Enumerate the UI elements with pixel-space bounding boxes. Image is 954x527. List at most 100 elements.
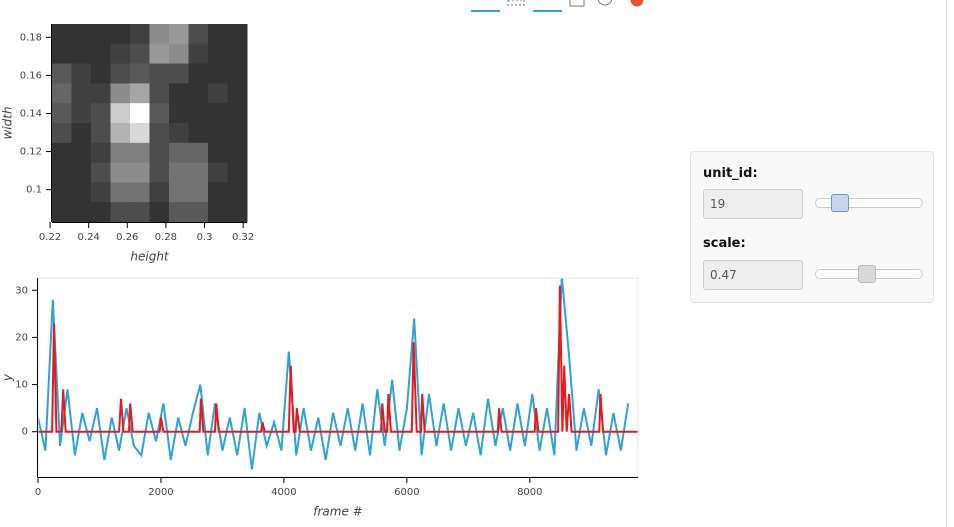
image-cell <box>130 162 150 183</box>
image-cell <box>227 24 248 45</box>
text-input[interactable]: 19 <box>703 189 803 219</box>
image-cell <box>227 162 248 183</box>
line-plot: 0 2000 4000 6000 8000 0 10 20 30 frame # y <box>1 277 639 519</box>
save-tool[interactable] <box>569 0 585 7</box>
image-plot: 0.22 0.24 0.26 0.28 0.3 0.32 0.1 0.12 0.14 0.16 0.… <box>1 24 254 264</box>
image-cell <box>130 83 150 104</box>
image-cell <box>149 63 170 84</box>
reset-tool[interactable] <box>597 0 613 6</box>
image-cell <box>227 63 248 84</box>
image-cell <box>52 162 72 183</box>
image-cell <box>188 63 209 84</box>
image-cell <box>71 43 92 65</box>
image-cell <box>71 63 92 84</box>
image-cell <box>91 63 111 84</box>
image-cell <box>188 142 209 164</box>
image-cell <box>91 202 111 223</box>
image-cell <box>169 63 189 84</box>
image-cell <box>208 24 228 45</box>
image-cell <box>52 103 72 124</box>
image-cell <box>149 182 170 203</box>
image-cell <box>110 123 131 144</box>
series-line <box>38 285 638 433</box>
image-cell <box>71 182 92 203</box>
image-cell <box>110 24 131 45</box>
image-cell <box>130 63 150 84</box>
x-tick-label: 0.32 <box>232 232 254 243</box>
image-cell <box>91 83 111 104</box>
x-tick-label: 0.24 <box>78 232 100 243</box>
image-cell <box>52 63 72 84</box>
image-cell <box>91 103 111 124</box>
x-tick-label: 6000 <box>394 487 419 498</box>
slider-handle[interactable] <box>831 194 849 212</box>
image-cell <box>188 24 209 45</box>
image-cell <box>188 43 209 65</box>
image-cell <box>169 182 189 203</box>
slider[interactable] <box>815 265 923 283</box>
image-cell <box>71 162 92 183</box>
series-line <box>38 278 630 470</box>
image-cell <box>227 182 248 203</box>
image-cell <box>169 123 189 144</box>
image-cell <box>149 123 170 144</box>
image-cell <box>227 142 248 164</box>
y-tick-label: 0.1 <box>26 185 42 196</box>
slider[interactable] <box>815 194 923 212</box>
image-cell <box>130 103 150 124</box>
x-tick-label: 4000 <box>271 487 296 498</box>
widget-panel: unit_id: 19 scale: 0.47 <box>690 151 934 303</box>
box-zoom-tool[interactable] <box>507 0 525 6</box>
y-tick-label: 0.12 <box>20 147 42 158</box>
y-tick-label: 30 <box>15 285 28 296</box>
image-cell <box>110 142 131 164</box>
image-cell <box>188 123 209 144</box>
image-cell <box>110 182 131 203</box>
image-cell <box>169 162 189 183</box>
image-cell <box>188 202 209 223</box>
image-cell <box>188 162 209 183</box>
image-cell <box>208 63 228 84</box>
image-cell <box>169 142 189 164</box>
x-tick-label: 0.28 <box>155 232 177 243</box>
image-cell <box>91 123 111 144</box>
image-cell <box>52 43 72 65</box>
bokeh-logo[interactable] <box>630 0 644 7</box>
y-tick-label: 0 <box>22 427 28 438</box>
y-tick-label: 20 <box>15 332 28 343</box>
image-cell <box>130 202 150 223</box>
widget-label: scale: <box>703 236 746 251</box>
x-axis-label: frame # <box>313 505 362 519</box>
image-cell <box>208 43 228 65</box>
image-cell <box>71 83 92 104</box>
image-cell <box>208 202 228 223</box>
image-cell <box>52 142 72 164</box>
image-cell <box>149 202 170 223</box>
image-cell <box>227 123 248 144</box>
image-cell <box>52 83 72 104</box>
image-cell <box>149 103 170 124</box>
image-cell <box>52 24 72 45</box>
image-cell <box>208 142 228 164</box>
image-cell <box>71 24 92 45</box>
text-input[interactable]: 0.47 <box>703 260 803 290</box>
image-cell <box>227 43 248 65</box>
image-cell <box>91 142 111 164</box>
image-cell <box>227 202 248 223</box>
image-cell <box>130 24 150 45</box>
image-cell <box>208 83 228 104</box>
image-cell <box>227 103 248 124</box>
y-tick-label: 10 <box>15 380 28 391</box>
image-cell <box>149 24 170 45</box>
image-cell <box>52 182 72 203</box>
x-tick-label: 0.22 <box>39 232 61 243</box>
image-cell <box>91 43 111 65</box>
image-cell <box>169 83 189 104</box>
x-axis-label: height <box>130 250 170 264</box>
slider-handle[interactable] <box>858 265 876 283</box>
image-cell <box>130 123 150 144</box>
plot-frame <box>37 277 639 478</box>
image-cell <box>227 83 248 104</box>
